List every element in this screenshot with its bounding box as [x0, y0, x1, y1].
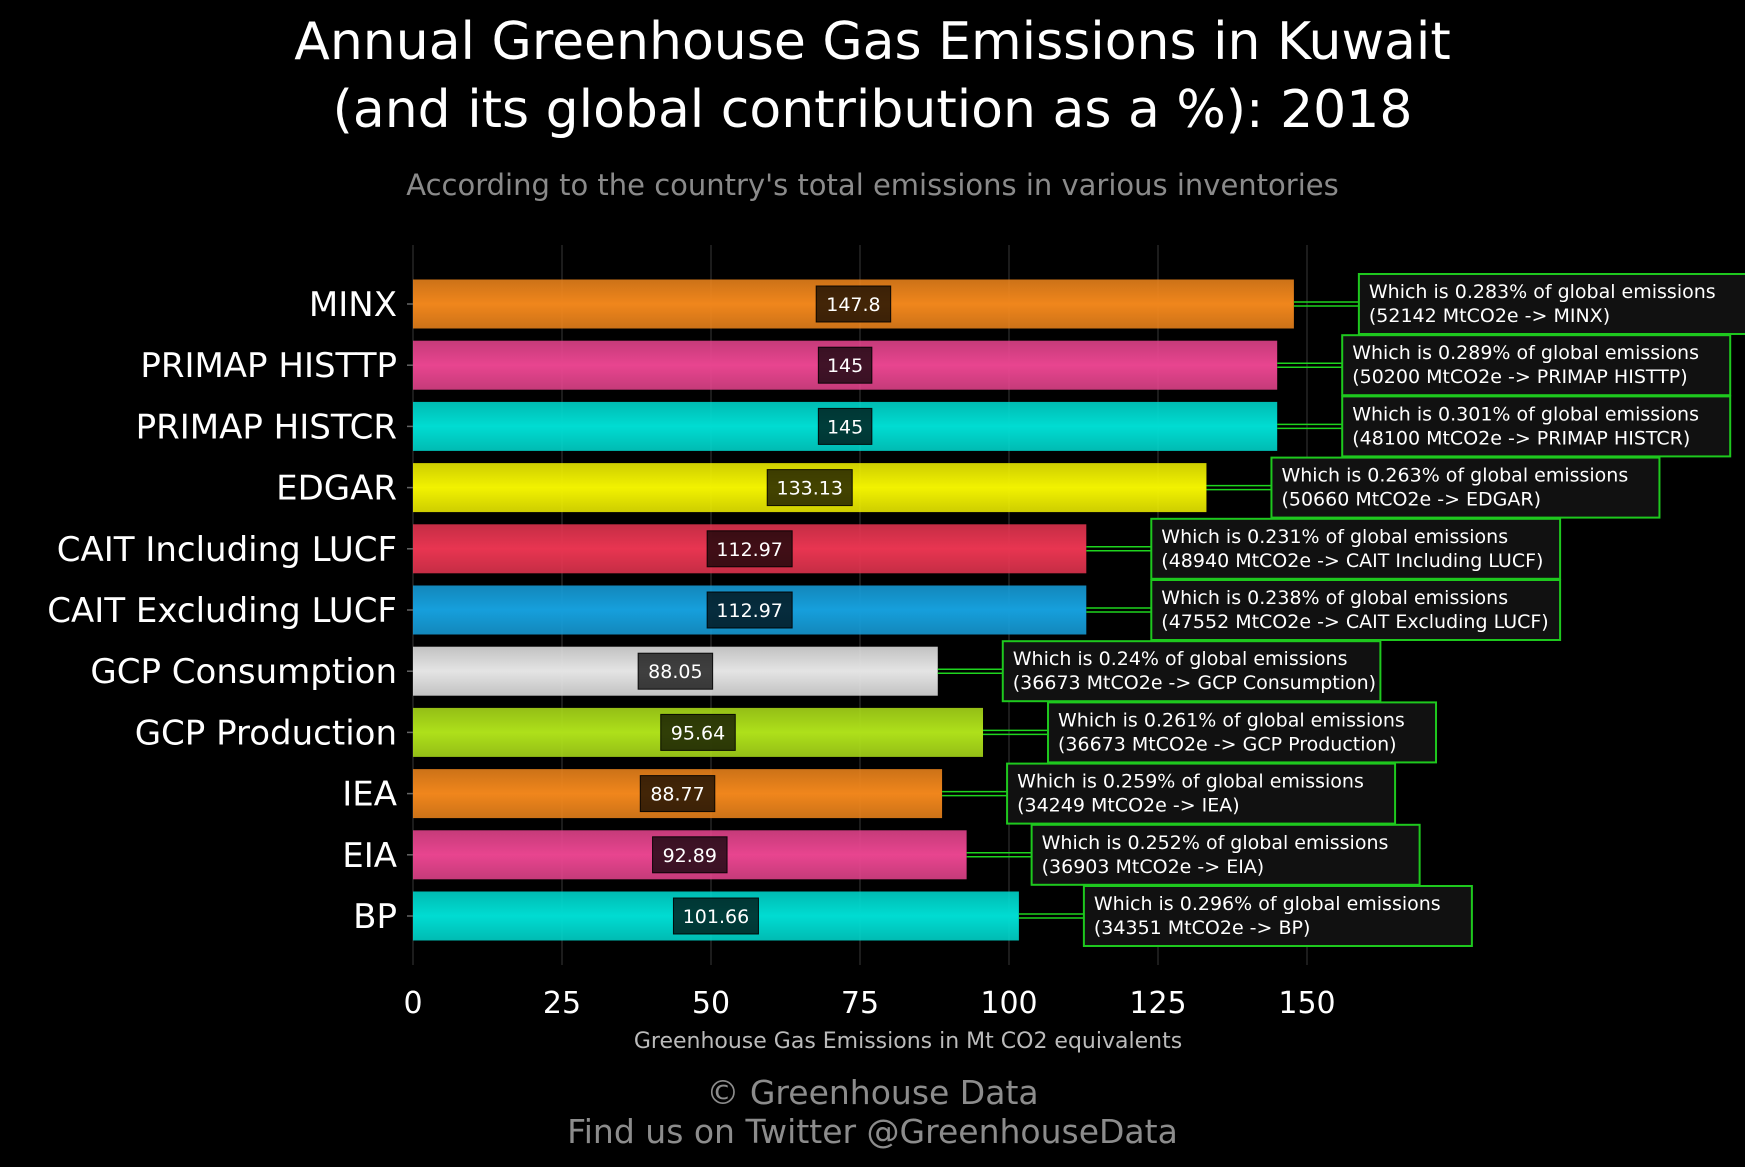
y-tick-label: CAIT Including LUCF	[57, 530, 397, 570]
footer-twitter: Find us on Twitter @GreenhouseData	[567, 1112, 1178, 1151]
value-label: 88.05	[648, 661, 702, 683]
x-tick-label: 125	[1129, 986, 1186, 1021]
x-tick-label: 150	[1278, 986, 1335, 1021]
value-label-box	[766, 469, 853, 507]
x-tick-label: 0	[403, 986, 422, 1021]
y-tick-label: MINX	[309, 285, 397, 325]
annotation-box	[1357, 273, 1745, 335]
annotation-box	[1270, 456, 1661, 519]
bars: 147.8 145 145 133.13 112.97 112.97 88.05 95.64 8…	[413, 279, 1294, 941]
value-label: 145	[827, 416, 863, 438]
annotation-box	[1001, 640, 1382, 703]
x-tick-label: 25	[543, 986, 581, 1021]
footer-copyright: © Greenhouse Data	[706, 1073, 1039, 1112]
value-label-box	[660, 713, 736, 751]
x-tick-label: 75	[841, 986, 879, 1021]
annotation-box	[1030, 823, 1421, 886]
annotation-box	[1341, 334, 1732, 397]
value-label: 112.97	[716, 600, 782, 622]
value-label-box	[639, 775, 716, 813]
annotation-text-line-2: (36673 MtCO2e -> GCP Consumption)	[1013, 672, 1376, 694]
x-tick-label: 100	[980, 986, 1037, 1021]
value-label-box	[637, 652, 714, 690]
annotation-text-line-2: (36673 MtCO2e -> GCP Production)	[1058, 733, 1397, 755]
value-label: 147.8	[826, 294, 880, 316]
value-label-box	[817, 407, 873, 445]
annotation-text-line-1: Which is 0.252% of global emissions	[1042, 832, 1389, 854]
annotation-text-line-2: (48100 MtCO2e -> PRIMAP HISTCR)	[1352, 427, 1690, 449]
value-label-box	[672, 897, 759, 935]
annotation-text-line-2: (34249 MtCO2e -> IEA)	[1017, 795, 1240, 817]
annotation-text-line-1: Which is 0.261% of global emissions	[1058, 709, 1405, 731]
annotation-text-line-1: Which is 0.259% of global emissions	[1017, 771, 1364, 793]
annotation-box	[1006, 762, 1397, 825]
annotations: Which is 0.283% of global emissions(5214…	[937, 273, 1745, 947]
annotation-text-line-2: (36903 MtCO2e -> EIA)	[1042, 856, 1265, 878]
value-label: 95.64	[671, 722, 725, 744]
y-tick-label: EIA	[342, 836, 397, 876]
chart-subtitle: According to the country's total emissio…	[406, 168, 1339, 202]
annotation-text-line-1: Which is 0.263% of global emissions	[1281, 465, 1628, 487]
value-label-box	[706, 530, 793, 568]
annotation-text-line-2: (48940 MtCO2e -> CAIT Including LUCF)	[1161, 550, 1543, 572]
y-tick-label: CAIT Excluding LUCF	[47, 591, 397, 631]
value-label: 88.77	[650, 784, 704, 806]
annotation-text-line-2: (34351 MtCO2e -> BP)	[1094, 917, 1311, 939]
annotation-text-line-1: Which is 0.301% of global emissions	[1352, 403, 1699, 425]
value-label: 101.66	[683, 906, 749, 928]
annotation-box	[1150, 579, 1562, 641]
annotation-text-line-2: (50200 MtCO2e -> PRIMAP HISTTP)	[1352, 366, 1687, 388]
value-label: 92.89	[663, 845, 717, 867]
chart-title-line-2: (and its global contribution as a %): 20…	[332, 80, 1413, 140]
value-label-box	[815, 285, 892, 323]
y-tick-label: PRIMAP HISTCR	[136, 407, 397, 447]
value-label-box	[817, 346, 873, 384]
x-tick-labels: 0 25 50 75 100 125 150	[403, 986, 1335, 1021]
value-label-box	[652, 836, 728, 874]
annotation-text-line-1: Which is 0.296% of global emissions	[1094, 893, 1441, 915]
y-tick-labels: MINX PRIMAP HISTTP PRIMAP HISTCR EDGAR CAIT …	[47, 285, 413, 937]
value-label: 145	[827, 355, 863, 377]
y-tick-label: IEA	[342, 775, 397, 815]
annotation-text-line-2: (52142 MtCO2e -> MINX)	[1369, 305, 1610, 327]
annotation-text-line-2: (50660 MtCO2e -> EDGAR)	[1281, 489, 1541, 511]
value-label: 133.13	[776, 478, 842, 500]
annotation-text-line-1: Which is 0.24% of global emissions	[1013, 648, 1348, 670]
value-label-box	[706, 591, 793, 629]
y-tick-label: GCP Consumption	[90, 652, 397, 692]
annotation-text-line-1: Which is 0.238% of global emissions	[1161, 587, 1508, 609]
annotation-box	[1082, 885, 1473, 947]
annotation-box	[1047, 701, 1438, 764]
y-tick-label: GCP Production	[135, 713, 397, 753]
annotation-text-line-1: Which is 0.231% of global emissions	[1161, 526, 1508, 548]
annotation-text-line-2: (47552 MtCO2e -> CAIT Excluding LUCF)	[1161, 611, 1548, 633]
chart-title-line-1: Annual Greenhouse Gas Emissions in Kuwai…	[294, 12, 1451, 72]
annotation-box	[1341, 395, 1732, 458]
y-tick-label: PRIMAP HISTTP	[140, 346, 397, 386]
value-label: 112.97	[716, 539, 782, 561]
annotation-text-line-1: Which is 0.283% of global emissions	[1369, 281, 1716, 303]
annotation-text-line-1: Which is 0.289% of global emissions	[1352, 342, 1699, 364]
y-tick-label: EDGAR	[276, 469, 397, 509]
annotation-box	[1150, 517, 1562, 580]
y-tick-label: BP	[353, 897, 397, 937]
x-tick-label: 50	[692, 986, 730, 1021]
x-axis-label: Greenhouse Gas Emissions in Mt CO2 equiv…	[634, 1029, 1182, 1054]
